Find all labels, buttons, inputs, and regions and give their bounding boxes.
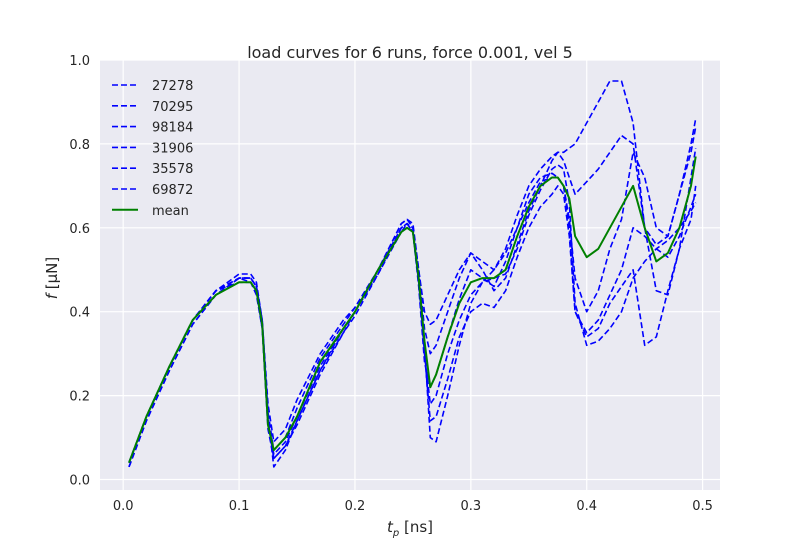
run-line-35578 <box>128 185 697 463</box>
x-tick-label: 0.3 <box>460 499 481 514</box>
x-tick-label: 0.4 <box>576 499 597 514</box>
legend-label-31906: 31906 <box>152 141 193 156</box>
legend-label-27278: 27278 <box>152 79 193 94</box>
x-tick-label: 0.2 <box>345 499 366 514</box>
legend-label-70295: 70295 <box>152 100 193 115</box>
legend: 27278 70295 98184 31906 35578 69872 mean <box>112 79 193 219</box>
legend-label-98184: 98184 <box>152 121 193 136</box>
plot-background <box>100 60 720 490</box>
legend-label-35578: 35578 <box>152 162 193 177</box>
y-tick-label: 0.6 <box>69 222 90 237</box>
x-tick-label: 0.1 <box>229 499 250 514</box>
chart-title: load curves for 6 runs, force 0.001, vel… <box>247 43 573 62</box>
y-tick-labels: 0.0 0.2 0.4 0.6 0.8 1.0 <box>69 54 90 489</box>
run-line-27278 <box>128 164 697 468</box>
legend-label-mean: mean <box>152 204 189 219</box>
x-tick-labels: 0.0 0.1 0.2 0.3 0.4 0.5 <box>113 499 713 514</box>
y-tick-label: 0.0 <box>69 474 90 489</box>
mean-line <box>128 156 697 464</box>
legend-label-69872: 69872 <box>152 183 193 198</box>
x-tick-label: 0.0 <box>113 499 134 514</box>
y-tick-label: 0.8 <box>69 138 90 153</box>
y-axis-label: f [μN] <box>43 257 61 300</box>
y-tick-label: 0.4 <box>69 306 90 321</box>
y-tick-label: 0.2 <box>69 390 90 405</box>
series-layer <box>128 80 697 468</box>
y-tick-label: 1.0 <box>69 54 90 69</box>
x-axis-label: tp [ns] <box>387 518 433 539</box>
run-line-31906 <box>128 80 697 463</box>
x-tick-label: 0.5 <box>692 499 713 514</box>
